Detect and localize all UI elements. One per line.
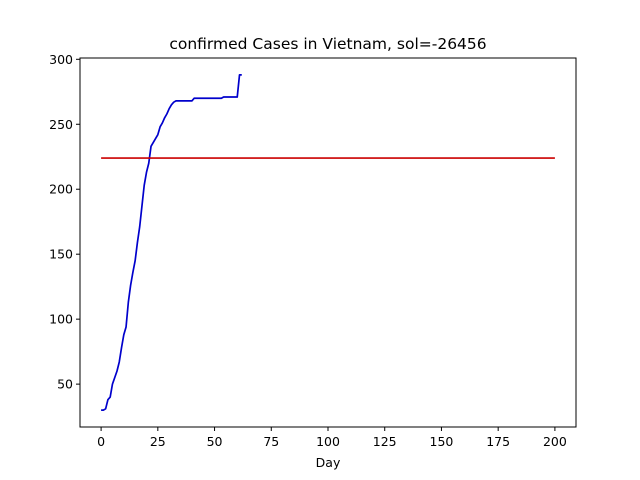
x-tick-label: 100 [316, 434, 340, 449]
x-tick-label: 200 [543, 434, 567, 449]
y-tick-label: 50 [57, 377, 73, 392]
x-tick-label: 175 [486, 434, 510, 449]
x-tick-label: 150 [430, 434, 454, 449]
x-axis-ticks: 0 25 50 75 100 125 150 175 200 [97, 427, 567, 449]
y-axis-ticks: 50 100 150 200 250 300 [49, 52, 80, 392]
y-tick-label: 250 [49, 117, 73, 132]
series-line-0 [101, 74, 242, 411]
y-tick-label: 200 [49, 182, 73, 197]
x-tick-label: 50 [207, 434, 223, 449]
y-tick-label: 150 [49, 247, 73, 262]
series-layer [101, 74, 555, 411]
x-tick-label: 25 [150, 434, 166, 449]
plot-background [80, 58, 576, 427]
y-tick-label: 100 [49, 312, 73, 327]
x-tick-label: 0 [97, 434, 105, 449]
y-tick-label: 300 [49, 52, 73, 67]
x-axis-label: Day [316, 455, 341, 470]
chart-title: confirmed Cases in Vietnam, sol=-26456 [169, 35, 486, 53]
x-tick-label: 125 [373, 434, 397, 449]
x-tick-label: 75 [263, 434, 279, 449]
